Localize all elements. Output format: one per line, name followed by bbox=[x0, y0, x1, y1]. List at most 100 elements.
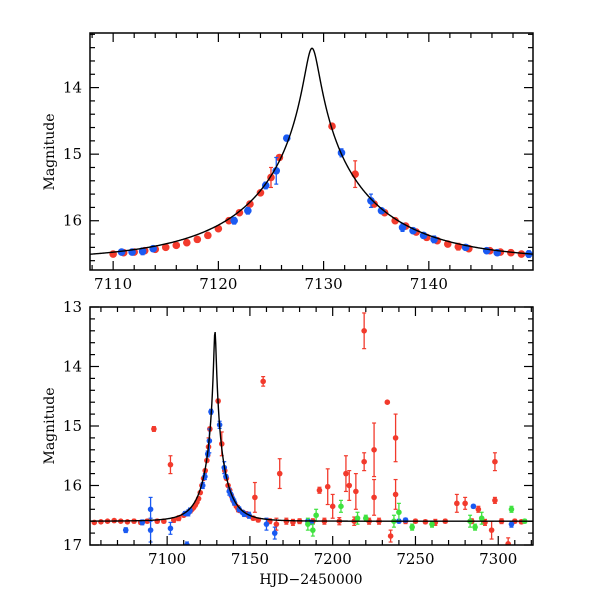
plot-area bbox=[90, 312, 533, 545]
y-tick-label: 16 bbox=[63, 477, 82, 495]
red-data-point bbox=[492, 497, 498, 504]
green-data-point bbox=[478, 515, 485, 522]
blue-data-point bbox=[263, 521, 270, 527]
red-data-point bbox=[256, 188, 265, 197]
x-tick-label: 7140 bbox=[410, 275, 448, 293]
red-data-point bbox=[392, 491, 399, 498]
blue-data-point bbox=[508, 521, 515, 527]
blue-data-point bbox=[272, 167, 281, 175]
red-data-point bbox=[161, 243, 170, 252]
y-tick-label: 17 bbox=[63, 536, 82, 554]
top-panel: 7110 7120 7130 7140 14 15 16 bbox=[63, 32, 534, 293]
red-data-point bbox=[151, 426, 157, 432]
blue-data-point bbox=[377, 206, 386, 215]
bottom-y-axis-title: Magnitude bbox=[42, 387, 58, 464]
red-data-point bbox=[454, 500, 460, 507]
y-tick-label: 16 bbox=[63, 212, 82, 230]
green-data-point bbox=[305, 521, 311, 527]
green-data-point bbox=[396, 509, 402, 516]
red-data-point bbox=[387, 533, 394, 539]
red-data-point bbox=[204, 231, 212, 240]
red-data-point bbox=[391, 216, 399, 225]
red-data-point bbox=[462, 500, 468, 507]
x-tick-label: 7250 bbox=[396, 550, 434, 568]
red-data-point bbox=[353, 488, 359, 495]
red-data-point bbox=[329, 503, 336, 510]
red-data-point bbox=[260, 378, 266, 385]
red-data-point bbox=[384, 399, 391, 406]
red-data-point bbox=[488, 527, 495, 533]
red-data-point bbox=[252, 494, 258, 501]
green-data-point bbox=[508, 506, 515, 513]
green-data-point bbox=[338, 503, 344, 510]
red-data-point bbox=[371, 447, 377, 453]
y-tick-label: 15 bbox=[63, 417, 82, 435]
x-tick-label: 7120 bbox=[199, 275, 237, 293]
red-data-point bbox=[183, 238, 191, 247]
top-y-axis-title: Magnitude bbox=[42, 113, 58, 190]
blue-data-point bbox=[244, 206, 252, 215]
red-data-point bbox=[276, 470, 283, 477]
red-data-point bbox=[475, 506, 482, 513]
blue-data-point bbox=[230, 216, 238, 225]
plot-area bbox=[78, 47, 533, 262]
red-data-point bbox=[193, 235, 202, 244]
green-data-point bbox=[362, 515, 369, 522]
blue-data-point bbox=[147, 527, 154, 533]
blue-data-point bbox=[402, 517, 409, 523]
x-tick-label: 7130 bbox=[305, 275, 343, 293]
red-data-point bbox=[273, 521, 280, 527]
red-data-point bbox=[346, 482, 353, 489]
blue-data-point bbox=[122, 527, 129, 533]
red-data-point bbox=[361, 458, 367, 465]
red-data-point bbox=[172, 241, 181, 250]
green-data-point bbox=[472, 524, 478, 530]
red-data-point bbox=[505, 541, 511, 545]
blue-data-point bbox=[409, 226, 417, 235]
red-data-point bbox=[343, 470, 349, 477]
y-tick-label: 15 bbox=[63, 145, 82, 163]
x-tick-label: 7100 bbox=[148, 550, 186, 568]
red-data-point bbox=[246, 200, 254, 208]
red-data-point bbox=[517, 250, 526, 258]
blue-data-point bbox=[138, 247, 147, 256]
x-tick-label: 7150 bbox=[231, 550, 269, 568]
red-data-point bbox=[492, 458, 498, 465]
green-data-point bbox=[313, 512, 319, 519]
green-data-point bbox=[409, 524, 415, 530]
red-data-point bbox=[324, 483, 331, 490]
x-tick-label: 7200 bbox=[314, 550, 352, 568]
blue-data-point bbox=[367, 196, 375, 205]
bottom-x-axis-title: HJD−2450000 bbox=[259, 572, 362, 588]
y-tick-label: 14 bbox=[63, 79, 82, 97]
red-data-point bbox=[98, 518, 104, 525]
blue-data-point bbox=[117, 248, 126, 256]
red-data-point bbox=[78, 254, 86, 262]
green-data-point bbox=[354, 515, 361, 522]
red-data-point bbox=[225, 216, 233, 225]
blue-data-point bbox=[470, 503, 477, 510]
red-data-point bbox=[392, 435, 399, 441]
x-tick-label: 7110 bbox=[94, 275, 132, 293]
model-curve bbox=[90, 331, 533, 522]
green-data-point bbox=[429, 521, 435, 527]
model-curve bbox=[90, 47, 533, 255]
x-tick-label: 7300 bbox=[479, 550, 517, 568]
blue-data-point bbox=[147, 506, 154, 513]
red-data-point bbox=[167, 461, 174, 468]
red-data-point bbox=[316, 487, 323, 494]
y-tick-label: 14 bbox=[63, 358, 82, 376]
red-data-point bbox=[361, 328, 367, 334]
red-data-point bbox=[235, 208, 244, 217]
red-data-point bbox=[124, 518, 131, 525]
red-data-point bbox=[371, 494, 377, 501]
blue-data-point bbox=[271, 530, 278, 536]
green-data-point bbox=[310, 527, 316, 533]
blue-data-point bbox=[398, 223, 407, 232]
plot-frame bbox=[89, 32, 534, 271]
y-tick-label: 13 bbox=[63, 298, 82, 316]
blue-data-point bbox=[167, 525, 174, 532]
red-data-point bbox=[170, 517, 177, 523]
bottom-panel: 7100 7150 7200 7250 7300 13 14 15 16 17 bbox=[63, 298, 534, 568]
